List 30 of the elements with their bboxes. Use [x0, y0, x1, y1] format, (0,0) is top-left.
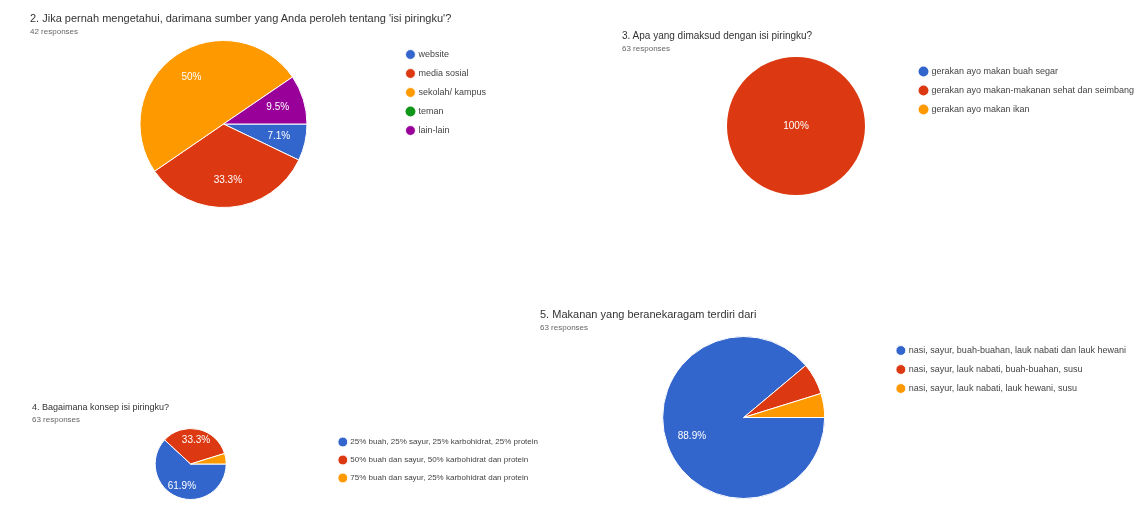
legend-label: website: [417, 48, 449, 59]
legend-label: nasi, sayur, buah-buahan, lauk nabati dan lauk hewani: [908, 344, 1126, 355]
data-label: 88.9%: [677, 430, 707, 442]
chart-title: 4. Bagaimana konsep isi piringku?: [32, 402, 171, 412]
data-label: 50%: [181, 70, 202, 82]
legend-label: gerakan ayo makan-makanan sehat dan seimbang: [931, 84, 1135, 95]
text: 63 responses: [32, 415, 82, 424]
legend-label: nasi, sayur, lauk nabati, buah-buahan, susu: [908, 363, 1083, 374]
data-label: 61.9%: [167, 480, 197, 492]
legend-label: sekolah/ kampus: [418, 86, 487, 97]
data-label: 33.3%: [181, 434, 211, 446]
data-label: 7.1%: [267, 130, 291, 142]
legend-label: 75% buah dan sayur, 25% karbohidrat dan protein: [350, 473, 529, 483]
data-label: 100%: [783, 119, 809, 131]
chart-title: 5. Makanan yang beranekaragam terdiri dari: [540, 308, 758, 320]
data-label: 33.3%: [213, 174, 243, 186]
text: 63 responses: [540, 323, 590, 332]
text: 42 responses: [30, 27, 80, 36]
legend-label: nasi, sayur, lauk nabati, lauk hewani, susu: [908, 382, 1077, 393]
legend-label: gerakan ayo makan buah segar: [931, 65, 1059, 76]
legend-label: lain-lain: [418, 124, 450, 135]
legend-label: 25% buah, 25% sayur, 25% karbohidrat, 25% protein: [350, 437, 539, 447]
legend-label: teman: [418, 105, 444, 116]
legend-label: media sosial: [418, 67, 469, 78]
chart-title: 2. Jika pernah mengetahui, darimana sumber yang Anda peroleh tentang 'isi piringku'?: [30, 12, 453, 24]
legend-label: 50% buah dan sayur, 50% karbohidrat dan protein: [350, 455, 529, 465]
data-label: 9.5%: [266, 101, 290, 113]
text: 63 responses: [622, 44, 672, 53]
chart-title: 3. Apa yang dimaksud dengan isi piringku?: [622, 30, 814, 41]
legend-label: gerakan ayo makan ikan: [931, 103, 1030, 114]
